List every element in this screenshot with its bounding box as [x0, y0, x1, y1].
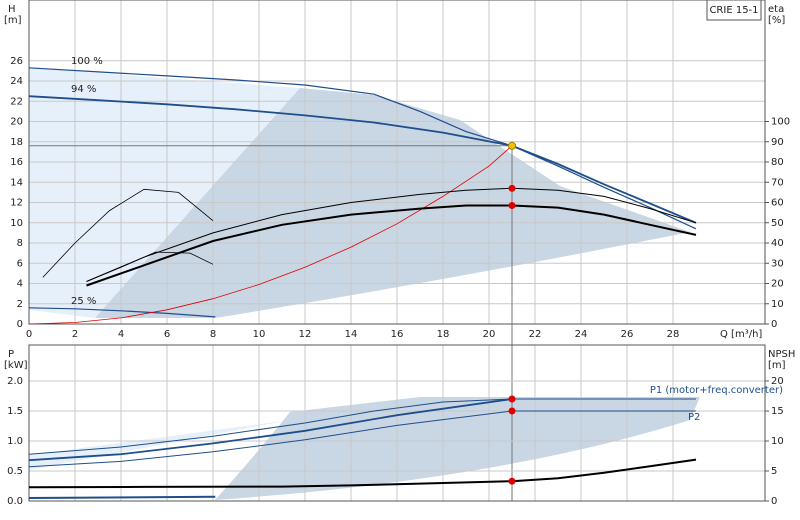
y-tick-label: 18 [10, 137, 23, 148]
y2-tick-label: 40 [771, 238, 784, 249]
curve-label: P1 (motor+freq.converter) [650, 385, 783, 396]
x-tick-label: 0 [26, 329, 32, 340]
y2-tick-label: 0 [771, 496, 777, 507]
y2-tick-label: 0 [771, 319, 777, 330]
y-tick-label: 24 [10, 76, 23, 87]
y2-axis-unit: [m] [768, 360, 786, 371]
y-tick-label: 20 [10, 117, 23, 128]
y2-tick-label: 30 [771, 258, 784, 269]
y-axis-label: H [8, 4, 16, 15]
y2-tick-label: 20 [771, 279, 784, 290]
y-tick-label: 4 [17, 279, 23, 290]
y-tick-label: 16 [10, 157, 23, 168]
y2-tick-label: 90 [771, 137, 784, 148]
duty-point [508, 202, 516, 210]
y2-axis-label: eta [768, 4, 784, 15]
y-tick-label: 2 [17, 299, 23, 310]
y-tick-label: 10 [10, 218, 23, 229]
curve-label: 25 % [71, 296, 96, 307]
x-tick-label: 20 [483, 329, 496, 340]
y-tick-label: 1.0 [7, 436, 23, 447]
y-tick-label: 1.5 [7, 406, 23, 417]
x-tick-label: 14 [345, 329, 358, 340]
y2-tick-label: 10 [771, 299, 784, 310]
y-tick-label: 14 [10, 177, 23, 188]
curve-label: 94 % [71, 84, 96, 95]
y-tick-label: 0 [17, 319, 23, 330]
curve [28, 495, 216, 499]
curve [28, 458, 697, 489]
y2-tick-label: 15 [771, 406, 784, 417]
curve [28, 307, 216, 318]
curve [28, 67, 697, 230]
x-tick-label: 16 [391, 329, 404, 340]
y-tick-label: 12 [10, 198, 23, 209]
curve [86, 187, 697, 282]
model-box [706, 0, 762, 21]
y-tick-label: 2.0 [7, 376, 23, 387]
model-label: CRIE 15-1 [709, 5, 758, 16]
operating-areas [29, 68, 700, 500]
y-axis-label: P [8, 349, 14, 360]
y-tick-label: 6 [17, 258, 23, 269]
y-tick-label: 22 [10, 96, 23, 107]
y2-axis-label: NPSH [768, 349, 795, 360]
y2-axis-unit: [%] [768, 15, 785, 26]
gray-area [215, 397, 700, 500]
x-tick-label: 28 [667, 329, 680, 340]
y-tick-label: 0.0 [7, 496, 23, 507]
x-axis-label: Q [m³/h] [720, 329, 762, 340]
x-tick-label: 26 [621, 329, 634, 340]
y2-tick-label: 20 [771, 376, 784, 387]
y2-tick-label: 80 [771, 157, 784, 168]
curve [86, 251, 214, 282]
x-tick-label: 4 [118, 329, 124, 340]
duty-point [508, 477, 516, 485]
duty-point [508, 407, 516, 415]
y-tick-label: 0.5 [7, 466, 23, 477]
y-tick-label: 26 [10, 56, 23, 67]
y2-tick-label: 100 [771, 117, 790, 128]
x-tick-label: 24 [575, 329, 588, 340]
curve-label: 100 % [71, 56, 103, 67]
y2-tick-label: 70 [771, 177, 784, 188]
y2-tick-label: 10 [771, 436, 784, 447]
curve [28, 398, 513, 462]
curve [28, 398, 696, 455]
duty-point [508, 184, 516, 192]
y-axis-unit: [m] [4, 15, 22, 26]
curve-label: P2 [688, 412, 700, 423]
plot-layer: 0 2 4 6 8 10 12 14 16 18 20 22 24 26 28024681012141618… [4, 0, 795, 507]
y-axis-unit: [kW] [4, 360, 28, 371]
plot-frame [28, 344, 766, 502]
y2-tick-label: 60 [771, 198, 784, 209]
y-tick-label: 8 [17, 238, 23, 249]
plot-frame [28, 0, 766, 325]
y2-tick-label: 5 [771, 466, 777, 477]
x-tick-label: 8 [210, 329, 216, 340]
x-tick-label: 2 [72, 329, 78, 340]
curve [42, 188, 214, 278]
light-area [29, 68, 300, 318]
curve [86, 204, 697, 287]
x-tick-label: 18 [437, 329, 450, 340]
x-tick-label: 10 [253, 329, 266, 340]
x-tick-label: 22 [529, 329, 542, 340]
duty-point [508, 141, 516, 150]
curve [28, 95, 697, 224]
x-tick-label: 6 [164, 329, 170, 340]
light-area [29, 420, 290, 470]
x-tick-label: 12 [299, 329, 312, 340]
y2-tick-label: 50 [771, 218, 784, 229]
duty-point [508, 395, 516, 403]
